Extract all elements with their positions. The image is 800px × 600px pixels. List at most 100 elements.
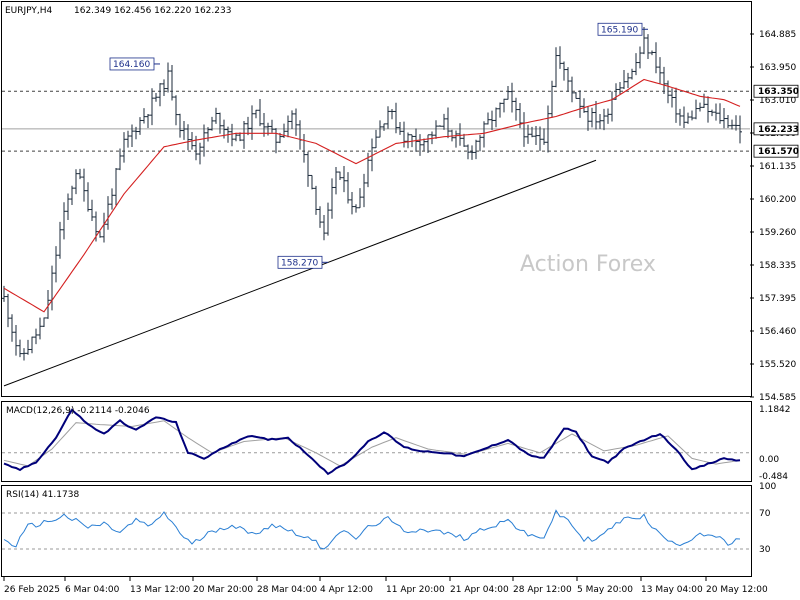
- price-bar: [422, 138, 426, 151]
- price-bar: [90, 199, 94, 221]
- price-level-box: [753, 122, 799, 136]
- price-bar: [22, 348, 26, 361]
- price-bar: [502, 98, 506, 113]
- price-bar: [478, 134, 482, 152]
- price-bar: [350, 192, 354, 215]
- price-bar: [146, 113, 150, 129]
- x-tick-label: 21 Apr 04:00: [450, 585, 509, 595]
- price-bar: [330, 178, 334, 219]
- price-bar: [334, 166, 338, 195]
- price-bar: [454, 130, 458, 148]
- price-bar: [34, 328, 38, 345]
- price-bar: [430, 131, 434, 145]
- price-bar: [434, 120, 438, 139]
- price-bar: [42, 317, 46, 328]
- x-tick-label: 5 May 20:00: [577, 585, 633, 595]
- price-bar: [390, 109, 394, 120]
- price-bar: [634, 53, 638, 76]
- price-bar: [254, 109, 258, 119]
- price-bar: [738, 115, 742, 144]
- price-bar: [154, 93, 158, 102]
- price-bar: [202, 124, 206, 157]
- price-bar: [290, 110, 294, 129]
- price-bar: [542, 128, 546, 145]
- watermark: Action Forex: [520, 252, 656, 277]
- price-y-tick-label: 155.520: [759, 360, 796, 370]
- price-bar: [722, 108, 726, 129]
- price-bar: [730, 119, 734, 130]
- macd-line: [3, 408, 741, 476]
- price-bar: [150, 88, 154, 126]
- price-bar: [142, 108, 146, 124]
- macd-y-tick-label: 0.00: [759, 455, 779, 465]
- price-bar: [626, 72, 630, 88]
- price-bar: [274, 128, 278, 154]
- price-bar: [118, 148, 122, 171]
- price-bar: [378, 120, 382, 138]
- annotation-label: 165.190: [601, 25, 638, 35]
- price-bar: [618, 82, 622, 95]
- price-bar: [206, 127, 210, 142]
- price-bar: [198, 142, 202, 165]
- price-bar: [322, 214, 326, 241]
- price-bars: [2, 27, 742, 361]
- price-bar: [558, 46, 562, 69]
- price-bar: [14, 324, 18, 356]
- price-bar: [554, 47, 558, 88]
- price-bar: [62, 202, 66, 240]
- x-tick-label: 20 Mar 20:00: [193, 585, 253, 595]
- price-bar: [270, 119, 274, 133]
- price-bar: [354, 204, 358, 213]
- price-bar: [18, 339, 22, 358]
- price-bar: [138, 117, 142, 135]
- price-bar: [58, 221, 62, 259]
- price-bar: [398, 121, 402, 135]
- price-bar: [698, 102, 702, 112]
- price-bar: [182, 120, 186, 140]
- price-bar: [318, 206, 322, 228]
- price-bar: [578, 90, 582, 118]
- price-bar: [494, 107, 498, 128]
- price-bar: [702, 93, 706, 108]
- price-bar: [38, 317, 42, 340]
- price-bar: [126, 130, 130, 148]
- price-bar: [586, 106, 590, 131]
- price-bar: [326, 202, 330, 236]
- price-bar: [106, 196, 110, 230]
- price-bar: [370, 138, 374, 172]
- rsi-title: RSI(14) 41.1738: [6, 490, 79, 500]
- price-bar: [66, 193, 70, 221]
- price-bar: [606, 108, 610, 124]
- price-bar: [258, 98, 262, 127]
- price-bar: [654, 42, 658, 74]
- x-tick-label: 28 Apr 12:00: [513, 585, 572, 595]
- price-bar: [726, 115, 730, 128]
- price-bar: [186, 124, 190, 151]
- price-bar: [526, 124, 530, 144]
- price-bar: [622, 70, 626, 90]
- price-bar: [78, 168, 82, 180]
- price-bar: [510, 82, 514, 113]
- rsi-panel: [1, 485, 752, 577]
- price-y-tick-label: 163.950: [759, 63, 796, 73]
- trendline: [3, 159, 597, 387]
- x-tick-label: 4 Apr 12:00: [320, 585, 373, 595]
- annotation-label: 164.160: [113, 60, 150, 70]
- price-bar: [114, 167, 118, 206]
- price-bar: [574, 92, 578, 99]
- price-bar: [458, 123, 462, 146]
- price-bar: [710, 109, 714, 117]
- price-bar: [530, 126, 534, 138]
- annotation-label: 158.270: [281, 258, 318, 268]
- price-bar: [130, 124, 134, 147]
- price-y-tick-label: 164.885: [759, 30, 796, 40]
- price-bar: [534, 126, 538, 145]
- price-bar: [630, 68, 634, 80]
- price-bar: [26, 339, 30, 355]
- price-bar: [210, 116, 214, 131]
- price-bar: [706, 96, 710, 123]
- rsi-line: [3, 509, 741, 550]
- price-bar: [670, 88, 674, 108]
- price-bar: [358, 188, 362, 209]
